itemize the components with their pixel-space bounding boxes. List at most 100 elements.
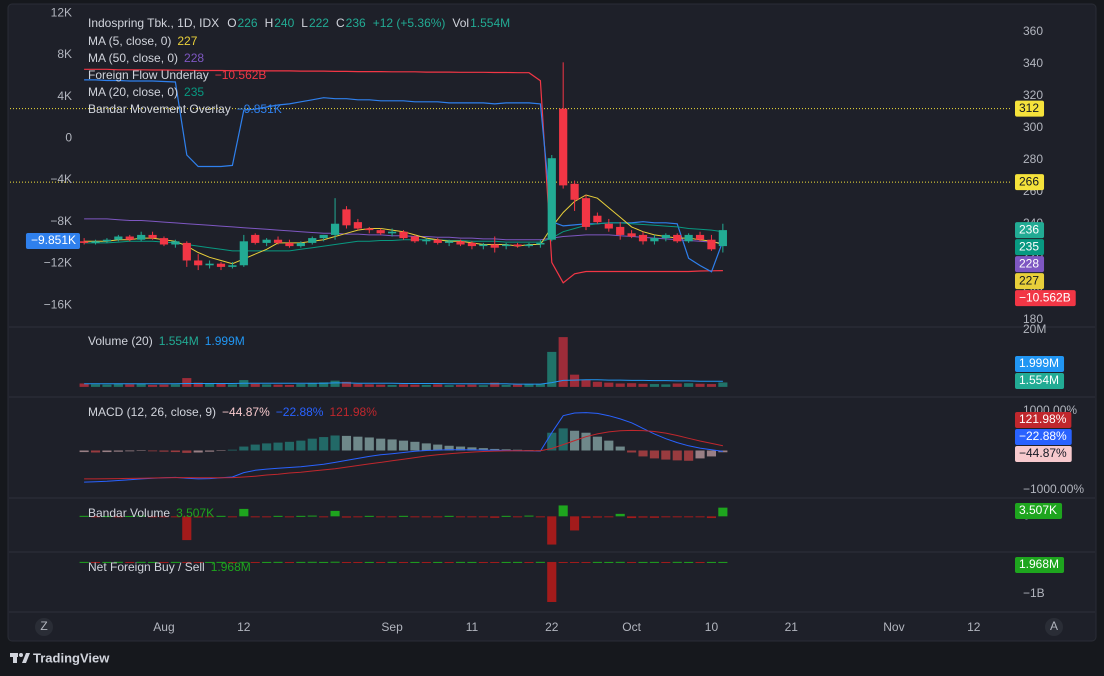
volume-bar: [79, 383, 89, 387]
zoom-button-label[interactable]: Z: [40, 619, 47, 633]
flow-bar: [695, 561, 705, 563]
volume-bar: [684, 383, 694, 387]
flow-bar: [182, 516, 192, 541]
flow-bar: [330, 510, 340, 517]
candle-body: [228, 265, 237, 267]
volume-bar: [90, 384, 101, 387]
macd-histogram-bar: [684, 450, 694, 461]
ohlc-label: C: [336, 16, 345, 30]
volume-label-box: [1015, 373, 1065, 389]
macd-histogram-bar: [592, 436, 602, 451]
flow-bar: [159, 561, 169, 563]
flow-bar: [467, 561, 477, 563]
legend-value: −10.562B: [215, 68, 267, 82]
macd-histogram-bar: [672, 450, 682, 461]
macd-histogram-bar: [581, 432, 591, 451]
macd-histogram-bar: [79, 450, 89, 453]
histogram-label: −44.87%: [1019, 446, 1067, 460]
flow-bar: [581, 561, 591, 563]
candle-body: [285, 242, 294, 247]
foreign-flow-label-box: [1015, 290, 1076, 307]
volume-bar: [490, 382, 500, 387]
candle-body: [445, 241, 454, 243]
indicator-line: [84, 379, 723, 385]
volume-bar: [296, 384, 306, 387]
flow-bar: [239, 561, 249, 563]
flow-bar: [638, 516, 648, 518]
flow-bar: [444, 515, 454, 517]
flow-bar: [706, 561, 717, 563]
indicator-line: [84, 412, 723, 483]
macd-histogram-bar: [148, 450, 158, 452]
flow-bar: [467, 516, 477, 518]
candle-body: [456, 241, 465, 245]
volume-bar: [136, 383, 146, 387]
auto-scale-button[interactable]: [1045, 618, 1063, 636]
macd-histogram-bar: [159, 450, 169, 452]
flow-bar: [148, 516, 158, 518]
flow-bar: [125, 515, 135, 517]
flow-bar: [661, 561, 671, 563]
price-tick-label: 320: [1023, 88, 1043, 102]
macd-histogram-bar: [387, 439, 397, 451]
volume-bar: [307, 382, 317, 387]
time-tick-label: 21: [785, 620, 799, 634]
pane-title: Bandar Volume: [88, 506, 170, 520]
flow-bar: [398, 515, 409, 517]
zoom-button[interactable]: [35, 618, 53, 636]
flow-bar: [341, 516, 352, 518]
legend-value: 227: [177, 34, 197, 48]
last-value-label: 1.968M: [1019, 557, 1059, 571]
macd-histogram-bar: [558, 428, 568, 451]
volume-bar: [478, 385, 488, 387]
volume-bar: [205, 383, 215, 387]
macd-histogram-bar: [307, 438, 317, 451]
macd-histogram-bar: [512, 449, 523, 451]
volume-bar: [627, 383, 637, 387]
macd-histogram-bar: [364, 437, 374, 451]
candle-body: [673, 234, 682, 242]
overlay-tick-label: −16K: [44, 297, 72, 311]
macd-histogram-bar: [455, 446, 466, 451]
volume-bar: [570, 374, 580, 387]
candle-body: [570, 183, 579, 200]
flow-bar: [592, 516, 602, 518]
macd-histogram-bar: [193, 450, 203, 453]
overlay-tick-label: −4K: [50, 172, 72, 186]
flow-bar: [296, 515, 306, 517]
flow-bar: [433, 516, 443, 518]
pane-title: Volume (20): [88, 334, 153, 348]
auto-scale-button-label[interactable]: A: [1050, 619, 1058, 633]
flow-bar: [90, 516, 101, 518]
ohlc-label: O: [227, 16, 236, 30]
candle-body: [353, 222, 362, 229]
price-tick-label: 180: [1023, 312, 1043, 326]
candle-body: [239, 241, 248, 266]
flow-bar: [136, 561, 146, 563]
flow-bar: [649, 561, 659, 563]
candle-body: [194, 260, 203, 266]
level-label: 266: [1019, 174, 1039, 188]
flow-bar: [79, 515, 89, 517]
overlay-tick-label: 0: [65, 130, 72, 144]
candle-body: [365, 228, 374, 231]
time-tick-label: 12: [967, 620, 981, 634]
flow-bar: [376, 561, 386, 563]
legend-name: Bandar Movement Overlay: [88, 102, 231, 116]
volume-bar: [227, 384, 237, 387]
flow-bar: [547, 561, 557, 602]
volume-bar: [113, 384, 123, 387]
ohlc-label: H: [265, 16, 274, 30]
change-label: +12 (+5.36%): [373, 16, 446, 30]
flow-bar: [227, 561, 237, 563]
flow-bar: [570, 516, 580, 531]
flow-bar: [182, 561, 192, 563]
macd-histogram-bar: [284, 441, 295, 451]
candle-body: [559, 108, 568, 186]
flow-bar: [570, 561, 580, 563]
ohlc-value: 240: [274, 16, 294, 30]
flow-bar: [170, 516, 180, 518]
flow-bar: [524, 561, 534, 563]
ma50-label: 228: [1019, 256, 1039, 270]
flow-bar: [205, 516, 215, 518]
